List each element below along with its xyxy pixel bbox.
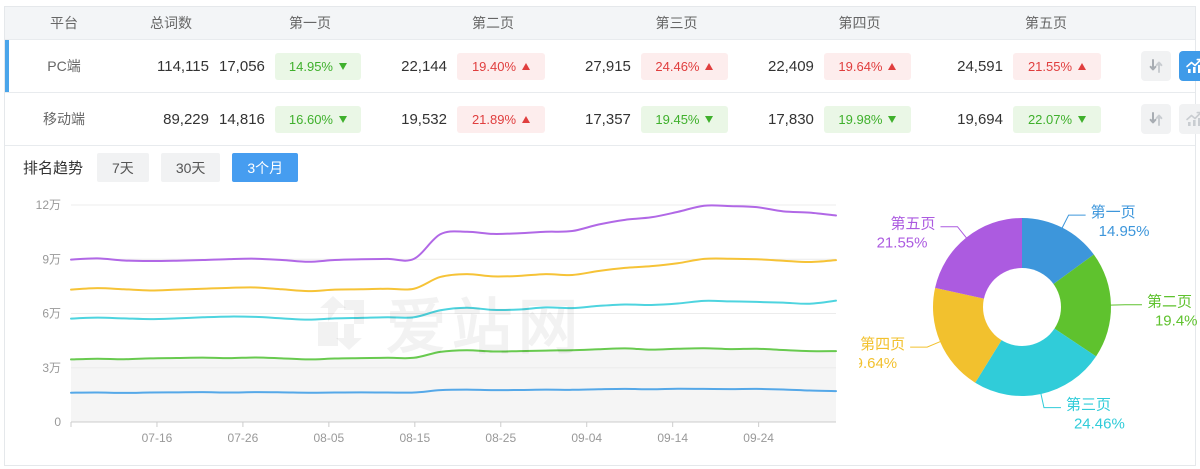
triangle-down-icon [705,115,714,123]
page2-cell: 19,532 21.89% [401,105,585,133]
page4-cell: 17,830 19.98% [768,105,951,133]
svg-text:09-04: 09-04 [571,431,602,445]
page4-cell: 22,409 19.64% [768,52,951,80]
col-page-1: 第一页 [289,15,331,31]
page2-value: 22,144 [401,57,447,75]
trend-header: 排名趋势 7天 30天 3个月 [5,146,1195,189]
sort-button[interactable] [1141,51,1171,81]
svg-text:14.95%: 14.95% [1099,223,1150,240]
svg-text:07-16: 07-16 [142,431,173,445]
dashboard-panel: 平台 总词数 第一页 第二页 第三页 第四页 第五页 PC端 114,115 1… [4,6,1200,466]
page3-value: 27,915 [585,57,631,75]
col-page-3: 第三页 [655,15,698,31]
trend-title: 排名趋势 [23,160,84,177]
page3-value: 17,357 [585,110,631,128]
page5-value: 24,591 [957,57,1003,75]
svg-text:12万: 12万 [36,198,61,212]
donut-chart: 第一页 14.95% 第二页 19.4% 第三页 24.46% 第四页 19.64% 第五页 21… [846,185,1197,441]
table-row-pc[interactable]: PC端 114,115 17,056 14.95% 22,144 19.40% … [5,40,1200,93]
sort-arrows-icon [1149,112,1163,126]
triangle-up-icon [522,62,531,70]
page-distribution-donut: 第一页 14.95% 第二页 19.4% 第三页 24.46% 第四页 19.64% 第五页 21… [846,203,1197,433]
tab-7-days[interactable]: 7天 [97,153,149,182]
page5-cell: 24,591 21.55% [951,52,1141,80]
col-page-2: 第二页 [472,15,514,31]
triangle-down-icon [1078,115,1087,123]
page5-change-badge: 21.55% [1013,52,1101,80]
svg-text:第四页: 第四页 [860,335,905,353]
svg-text:19.4%: 19.4% [1155,313,1197,330]
page1-change-badge: 16.60% [274,105,361,133]
sort-arrows-icon [1149,59,1163,73]
page1-cell: 17,056 14.95% [219,52,401,80]
svg-text:21.55%: 21.55% [877,235,928,252]
svg-text:08-05: 08-05 [314,431,345,445]
triangle-up-icon [705,62,714,70]
trend-chart-icon [1186,111,1200,126]
svg-text:0: 0 [54,415,61,429]
page1-value: 17,056 [219,57,265,75]
svg-text:9万: 9万 [42,252,61,266]
page5-change-badge: 22.07% [1013,105,1101,133]
page3-cell: 27,915 24.46% [585,52,768,80]
trend-chart-icon [1186,58,1200,73]
page3-change-badge: 24.46% [640,52,728,80]
svg-text:09-24: 09-24 [743,431,774,445]
page1-value: 14,816 [219,110,265,128]
svg-text:3万: 3万 [42,361,61,375]
tab-30-days[interactable]: 30天 [160,153,221,182]
page1-cell: 14,816 16.60% [219,105,401,133]
tab-3-months[interactable]: 3个月 [232,153,299,182]
triangle-down-icon [888,115,897,123]
ranking-trend-chart: 0 3万 6万 9万 12万 07-16 07-26 08-05 08-15 08-25 09-04… [36,198,837,445]
page2-change-badge: 19.40% [457,52,545,80]
page2-value: 19,532 [401,110,447,128]
col-page-5: 第五页 [1025,15,1067,31]
svg-text:第二页: 第二页 [1147,293,1192,311]
page4-change-badge: 19.64% [823,52,911,80]
svg-text:08-15: 08-15 [399,431,430,445]
charts-area: 0 3万 6万 9万 12万 07-16 07-26 08-05 08-15 08-25 09-04… [5,189,1198,457]
col-platform: 平台 [50,15,78,31]
page4-value: 17,830 [768,110,814,128]
page2-change-badge: 21.89% [457,105,545,133]
triangle-up-icon [522,115,531,123]
page3-cell: 17,357 19.45% [585,105,768,133]
svg-text:6万: 6万 [42,307,61,321]
page4-value: 22,409 [768,57,814,75]
trend-chart-button[interactable] [1179,104,1200,134]
table-header: 平台 总词数 第一页 第二页 第三页 第四页 第五页 [5,7,1195,40]
svg-text:08-25: 08-25 [485,431,516,445]
col-total-words: 总词数 [150,15,192,31]
page2-cell: 22,144 19.40% [401,52,585,80]
total-words-value: 89,229 [163,110,209,128]
svg-text:24.46%: 24.46% [1074,416,1125,433]
col-page-4: 第四页 [838,15,881,31]
svg-text:19.64%: 19.64% [859,355,897,372]
page3-change-badge: 19.45% [640,105,728,133]
sort-button[interactable] [1141,104,1171,134]
page5-value: 19,694 [957,110,1003,128]
triangle-down-icon [338,115,347,123]
page4-change-badge: 19.98% [823,105,911,133]
table-row-mobile[interactable]: 移动端 89,229 14,816 16.60% 19,532 21.89% 1… [5,93,1200,146]
platform-label: PC端 [47,58,81,74]
svg-text:第一页: 第一页 [1091,203,1136,221]
svg-text:第三页: 第三页 [1066,396,1111,414]
total-words-value: 114,115 [157,57,209,75]
line-chart: 0 3万 6万 9万 12万 07-16 07-26 08-05 08-15 08-25 09-04… [7,189,859,457]
svg-text:09-14: 09-14 [657,431,688,445]
triangle-up-icon [888,62,897,70]
svg-text:第五页: 第五页 [890,215,935,233]
page5-cell: 19,694 22.07% [951,105,1141,133]
trend-chart-button[interactable] [1179,51,1200,81]
triangle-down-icon [338,62,347,70]
triangle-up-icon [1078,62,1087,70]
platform-label: 移动端 [43,111,85,127]
svg-text:07-26: 07-26 [228,431,259,445]
page1-change-badge: 14.95% [274,52,361,80]
